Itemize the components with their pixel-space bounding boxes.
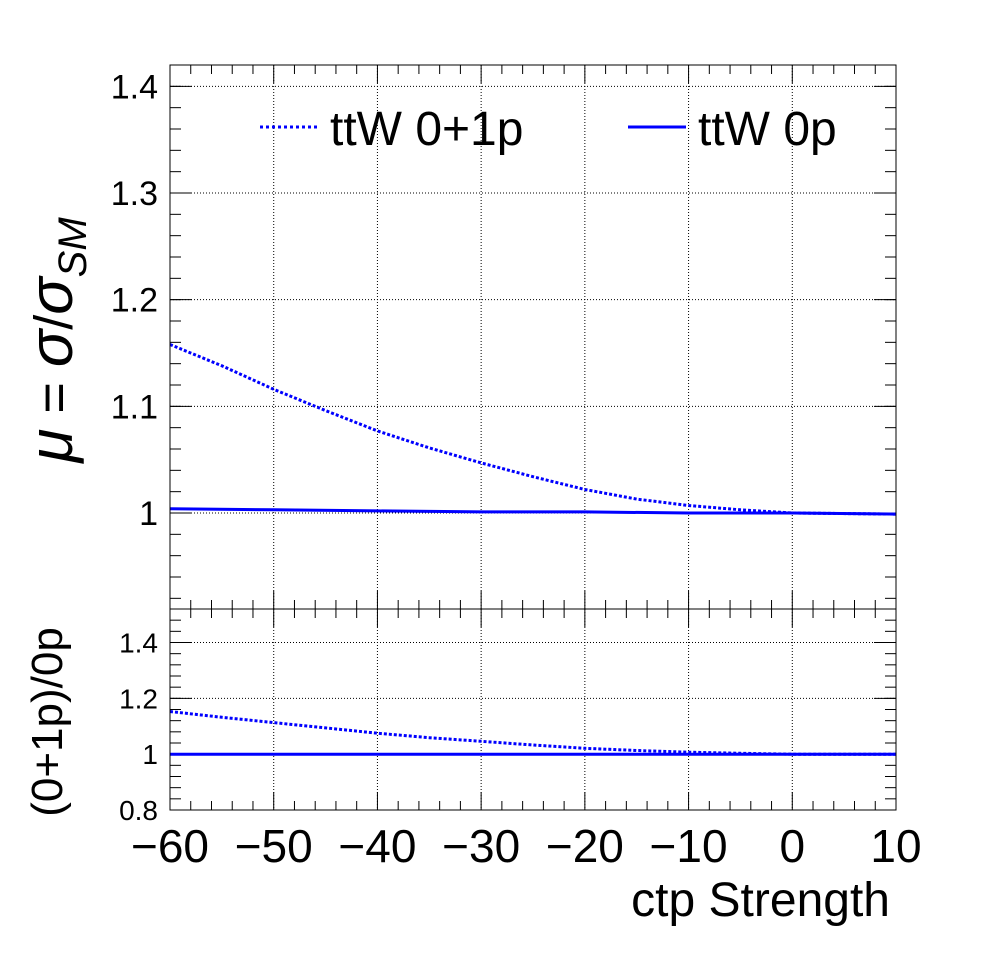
top-series bbox=[169, 343, 897, 516]
ratio-y-axis-label: (0+1p)/0p bbox=[23, 627, 72, 817]
x-tick-label: −20 bbox=[546, 820, 624, 872]
ratio-panel: 0.8 1 1.2 1.4 (0+1p)/0p bbox=[23, 608, 897, 827]
sigma-symbol: σ bbox=[17, 327, 86, 367]
ratio-y-tick-label: 1 bbox=[142, 739, 158, 770]
legend-label-ttw-0p: ttW 0p bbox=[698, 103, 837, 156]
ratio-grid bbox=[169, 609, 897, 811]
top-series-ttw-0p bbox=[169, 507, 897, 516]
x-tick-label: −10 bbox=[650, 820, 728, 872]
x-tick-label: −40 bbox=[338, 820, 416, 872]
top-panel: 11.11.21.31.4 μ = σ/σSM ttW 0+1p ttW 0p bbox=[17, 64, 897, 610]
x-tick-labels: −60 −50 −40 −30 −20 −10 0 10 bbox=[131, 820, 922, 872]
ratio-y-tick-labels: 0.8 1 1.2 1.4 bbox=[119, 628, 158, 827]
sigma-sm-symbol: σ bbox=[17, 275, 86, 315]
ratio-y-tick-label: 1.4 bbox=[119, 628, 158, 659]
top-y-tick-label: 1 bbox=[139, 495, 158, 533]
x-tick-label: −60 bbox=[131, 820, 209, 872]
ratio-series bbox=[169, 710, 896, 756]
top-y-tick-label: 1.4 bbox=[111, 68, 158, 106]
top-y-tick-labels: 1 1.1 1.2 1.3 1.4 bbox=[111, 68, 158, 533]
legend: ttW 0+1p ttW 0p bbox=[260, 103, 837, 156]
equals-sign: = bbox=[24, 367, 84, 429]
top-series-ttw-0-1p bbox=[169, 343, 897, 516]
ratio-plot-frame bbox=[169, 608, 897, 811]
top-y-tick-label: 1.3 bbox=[111, 175, 158, 213]
x-tick-label: 10 bbox=[870, 820, 921, 872]
ratio-ticks bbox=[169, 608, 897, 811]
x-tick-label: −30 bbox=[442, 820, 520, 872]
top-y-axis-label: μ = σ/σSM bbox=[17, 217, 95, 465]
slash-sign: / bbox=[24, 315, 84, 330]
ratio-y-tick-label: 1.2 bbox=[119, 683, 158, 714]
x-axis-label: ctp Strength bbox=[631, 874, 890, 927]
x-tick-label: −50 bbox=[235, 820, 313, 872]
sm-subscript: SM bbox=[51, 217, 95, 278]
mu-symbol: μ bbox=[17, 429, 86, 465]
ratio-y-tick-label: 0.8 bbox=[119, 795, 158, 826]
top-y-tick-label: 1.2 bbox=[111, 282, 158, 320]
top-y-tick-label: 1.1 bbox=[111, 388, 158, 426]
x-tick-label: 0 bbox=[779, 820, 805, 872]
legend-label-ttw-0plus1p: ttW 0+1p bbox=[330, 103, 523, 156]
ratio-series-ratio bbox=[169, 710, 896, 756]
